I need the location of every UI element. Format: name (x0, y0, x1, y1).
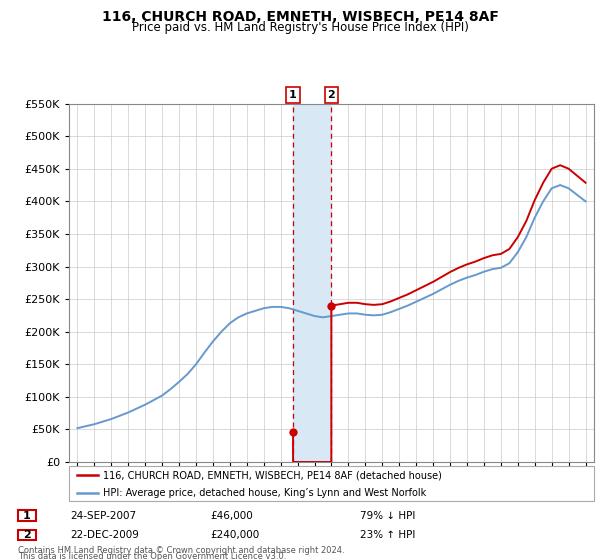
FancyBboxPatch shape (18, 530, 36, 540)
Bar (293, 104, 331, 462)
Text: 2: 2 (328, 90, 335, 100)
Text: £240,000: £240,000 (210, 530, 259, 540)
Text: 23% ↑ HPI: 23% ↑ HPI (360, 530, 415, 540)
Text: £46,000: £46,000 (210, 511, 253, 521)
Text: 1: 1 (289, 90, 297, 100)
FancyBboxPatch shape (69, 466, 594, 501)
Text: 116, CHURCH ROAD, EMNETH, WISBECH, PE14 8AF (detached house): 116, CHURCH ROAD, EMNETH, WISBECH, PE14 … (103, 470, 442, 480)
Text: 79% ↓ HPI: 79% ↓ HPI (360, 511, 415, 521)
Text: 116, CHURCH ROAD, EMNETH, WISBECH, PE14 8AF: 116, CHURCH ROAD, EMNETH, WISBECH, PE14 … (101, 10, 499, 24)
Text: 2: 2 (23, 530, 31, 540)
Text: 24-SEP-2007: 24-SEP-2007 (70, 511, 136, 521)
Text: 1: 1 (23, 511, 31, 521)
Text: HPI: Average price, detached house, King’s Lynn and West Norfolk: HPI: Average price, detached house, King… (103, 488, 427, 497)
Text: Contains HM Land Registry data © Crown copyright and database right 2024.: Contains HM Land Registry data © Crown c… (18, 547, 344, 556)
FancyBboxPatch shape (18, 510, 36, 521)
Text: 22-DEC-2009: 22-DEC-2009 (70, 530, 139, 540)
Text: Price paid vs. HM Land Registry's House Price Index (HPI): Price paid vs. HM Land Registry's House … (131, 21, 469, 34)
Text: This data is licensed under the Open Government Licence v3.0.: This data is licensed under the Open Gov… (18, 552, 286, 560)
